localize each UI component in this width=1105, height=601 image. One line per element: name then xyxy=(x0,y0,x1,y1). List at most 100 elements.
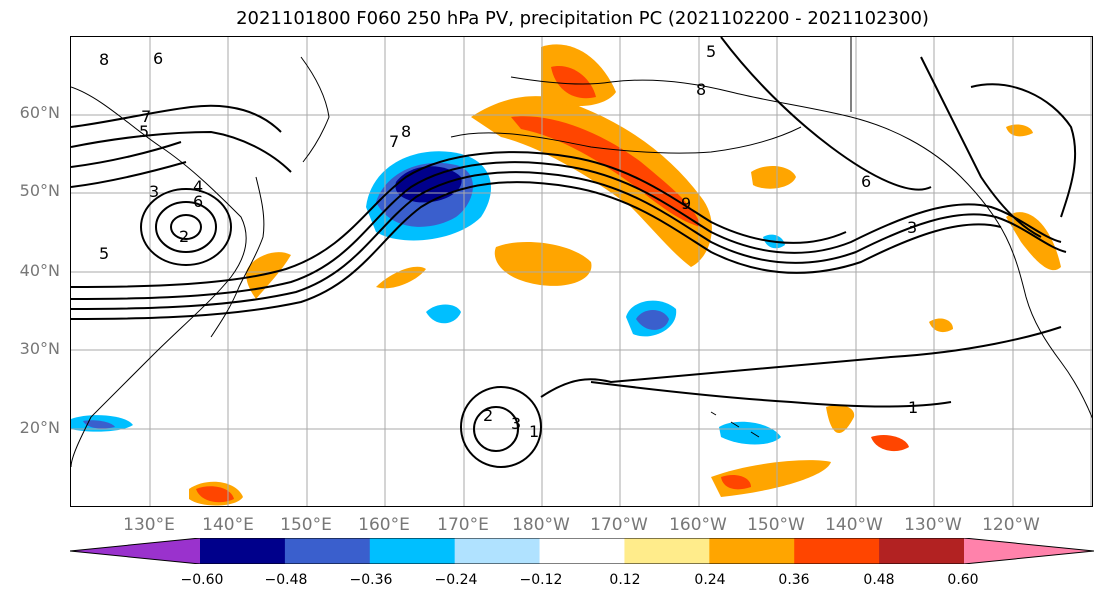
lon-label-160e: 160°E xyxy=(358,515,410,535)
lon-label-120w: 120°W xyxy=(982,515,1040,535)
colorbar-segment xyxy=(369,538,456,564)
pv-contour-north-5 xyxy=(970,83,1077,218)
contour-label-group: 8 6 7 5 3 4 6 2 5 7 8 5 8 9 6 3 1 2 3 1 xyxy=(99,42,918,441)
pv-contour-north-3 xyxy=(720,37,932,191)
contour-label: 3 xyxy=(907,218,917,237)
coast-kamchatka xyxy=(300,56,330,163)
colorbar-extend-min xyxy=(70,538,200,564)
map-title: 2021101800 F060 250 hPa PV, precipitatio… xyxy=(236,8,929,29)
colorbar-tick: −0.12 xyxy=(519,572,563,588)
lat-label-20n: 20°N xyxy=(19,418,60,437)
precip-positive-bc xyxy=(1006,212,1061,271)
contour-label: 5 xyxy=(706,42,716,61)
colorbar-segment xyxy=(794,538,880,564)
colorbar-segment xyxy=(624,538,710,564)
lon-label-160w: 160°W xyxy=(669,515,727,535)
contour-label: 3 xyxy=(149,182,159,201)
contour-label: 6 xyxy=(193,192,203,211)
map-canvas: 8 6 7 5 3 4 6 2 5 7 8 5 8 9 6 3 1 2 3 1 xyxy=(71,37,1092,506)
precip-positive-ne-corner xyxy=(1006,124,1033,137)
pv-contour-south-1 xyxy=(460,386,542,468)
colorbar-segment xyxy=(539,538,625,564)
precip-positive-east-small xyxy=(871,435,909,452)
pv-contour-jet-1 xyxy=(71,161,1062,300)
pv-contour-north-1 xyxy=(71,104,282,133)
colorbar-tick: −0.60 xyxy=(180,572,224,588)
pv-contour-jet-2 xyxy=(71,171,1067,310)
contour-label: 8 xyxy=(696,80,706,99)
colorbar-segment xyxy=(284,538,371,564)
map-panel[interactable]: 8 6 7 5 3 4 6 2 5 7 8 5 8 9 6 3 1 2 3 1 xyxy=(70,36,1093,507)
lon-label-150w: 150°W xyxy=(747,515,805,535)
precip-positive-midpacific xyxy=(494,242,592,286)
pv-contour-north-2 xyxy=(71,130,292,173)
coast-north-america xyxy=(850,116,1092,419)
colorbar-tick: 0.12 xyxy=(609,572,641,588)
pv-contour-northwest-bundle xyxy=(71,141,187,188)
lon-label-170w: 170°W xyxy=(590,515,648,535)
pv-contours xyxy=(71,37,1077,468)
lat-label-60n: 60°N xyxy=(19,103,60,122)
pv-contour-jet-3 xyxy=(71,181,1002,320)
contour-label: 6 xyxy=(861,172,871,191)
precip-positive-jet-core xyxy=(511,116,701,227)
contour-label: 2 xyxy=(179,227,189,246)
colorbar-segment xyxy=(200,538,286,564)
colorbar-tick: −0.36 xyxy=(349,572,393,588)
pv-contour-low-west-1 xyxy=(155,201,217,253)
pv-contour-jet-4 xyxy=(71,151,847,288)
colorbar-tick: 0.36 xyxy=(778,572,810,588)
contour-label: 5 xyxy=(139,122,149,141)
pv-contour-north-4 xyxy=(920,56,1042,238)
lat-label-40n: 40°N xyxy=(19,261,60,280)
colorbar-segment xyxy=(879,538,965,564)
precip-positive-japan xyxy=(246,252,291,299)
lon-label-130w: 130°W xyxy=(904,515,962,535)
pv-contour-subtropical xyxy=(540,326,1062,408)
colorbar-tick: 0.24 xyxy=(694,572,726,588)
contour-label: 9 xyxy=(681,194,691,213)
colorbar-tick: −0.48 xyxy=(264,572,308,588)
precip-negative-small-1 xyxy=(426,304,461,324)
colorbar-tick: −0.24 xyxy=(434,572,478,588)
precip-positive-hawaii-core xyxy=(721,475,751,490)
colorbar-tick: 0.48 xyxy=(863,572,895,588)
lon-label-180w: 180°W xyxy=(512,515,570,535)
lon-label-150e: 150°E xyxy=(280,515,332,535)
pv-contour-low-west-2 xyxy=(140,188,232,266)
coast-hawaii xyxy=(710,411,760,438)
pv-contour-low-west-3 xyxy=(170,214,202,240)
precip-negative-east-core xyxy=(636,310,669,330)
contour-label: 2 xyxy=(483,406,493,425)
lon-label-140e: 140°E xyxy=(202,515,254,535)
precip-positive-southwest-core xyxy=(196,486,234,503)
colorbar-segment xyxy=(709,538,795,564)
contour-label: 1 xyxy=(529,422,539,441)
contour-label: 3 xyxy=(511,414,521,433)
colorbar xyxy=(69,537,1095,565)
contour-label: 1 xyxy=(908,398,918,417)
coast-asia xyxy=(71,86,247,468)
contour-label: 7 xyxy=(389,132,399,151)
colorbar-svg xyxy=(69,537,1095,565)
contour-label: 7 xyxy=(141,107,151,126)
precip-positive-alaska-core xyxy=(551,66,596,99)
colorbar-extend-max xyxy=(964,538,1094,564)
precip-positive-gulf-alaska xyxy=(751,165,796,189)
coast-alaska xyxy=(510,76,852,118)
precip-positive-east-small-2 xyxy=(826,405,855,434)
lat-label-30n: 30°N xyxy=(19,339,60,358)
contour-label: 8 xyxy=(99,50,109,69)
lon-label-130e: 130°E xyxy=(123,515,175,535)
contour-label: 8 xyxy=(401,122,411,141)
lon-label-170e: 170°E xyxy=(437,515,489,535)
contour-label: 5 xyxy=(99,244,109,263)
precip-positive-jet-band xyxy=(471,96,712,267)
lat-label-50n: 50°N xyxy=(19,181,60,200)
lon-label-140w: 140°W xyxy=(825,515,883,535)
contour-label: 6 xyxy=(153,49,163,68)
precipitation-shading xyxy=(71,44,1061,506)
precip-negative-hawaii xyxy=(719,421,781,445)
pv-contour-south-2 xyxy=(473,406,519,452)
coast-aleutians xyxy=(450,126,802,154)
